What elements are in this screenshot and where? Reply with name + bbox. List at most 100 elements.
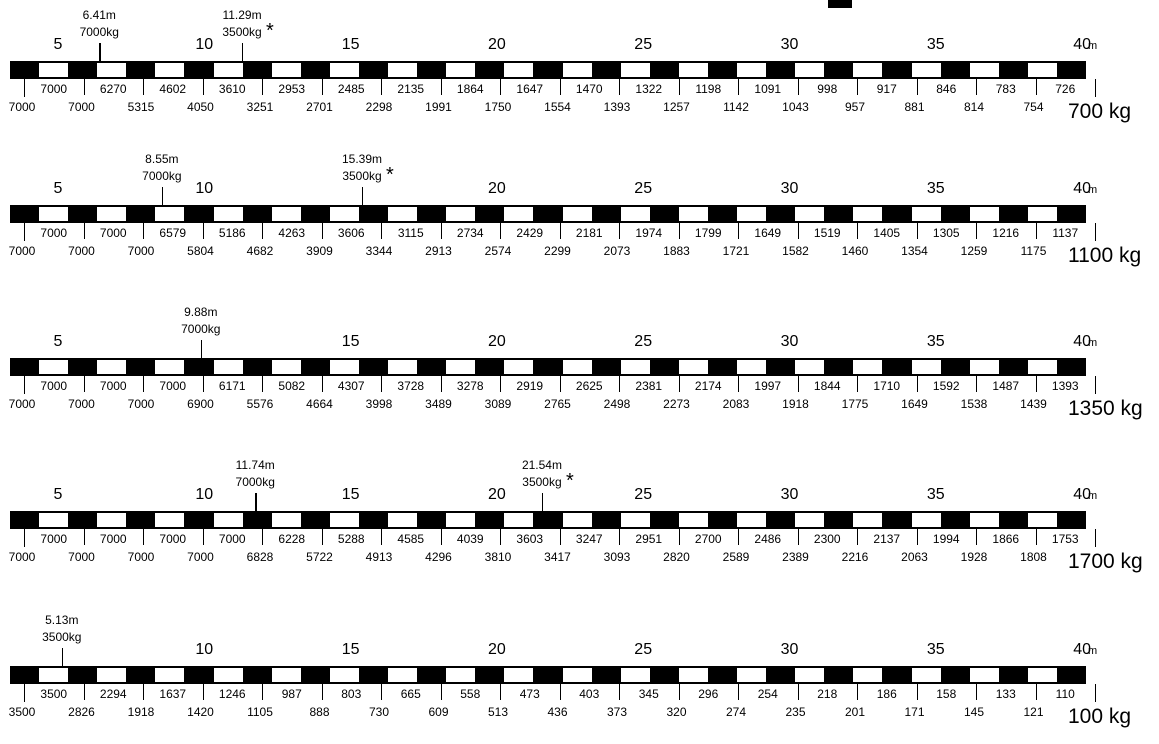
bar-segment — [853, 666, 883, 684]
bar-segment — [184, 511, 215, 529]
bar-segment — [68, 358, 98, 376]
bar-segment — [388, 666, 418, 684]
capacity-value-lower: 2826 — [68, 705, 95, 719]
callout-capacity: 7000kg — [79, 25, 119, 39]
capacity-value-upper: 3115 — [397, 226, 424, 240]
capacity-value-upper: 158 — [936, 687, 957, 701]
bar-segment — [126, 61, 156, 79]
bar-segment — [446, 511, 476, 529]
scale-tick — [1035, 376, 1037, 392]
bar-segment — [242, 358, 273, 376]
bar-segment — [97, 666, 127, 684]
capacity-value-upper: 2625 — [575, 379, 603, 393]
bar-segment — [155, 61, 185, 79]
bar-segment — [969, 666, 1000, 684]
bar-segment — [795, 511, 825, 529]
bar-segment — [649, 511, 680, 529]
scale-tick — [83, 684, 85, 700]
capacity-value-lower: 3251 — [246, 100, 274, 114]
capacity-value-lower: 609 — [428, 705, 449, 719]
scale-tick — [678, 684, 680, 700]
distance-label: 15 — [341, 333, 360, 350]
bar-segment — [504, 511, 534, 529]
scale-tick — [381, 79, 383, 95]
capacity-value-upper: 4039 — [456, 532, 484, 546]
capacity-value-lower: 2299 — [544, 244, 571, 258]
capacity-value-upper: 5288 — [337, 532, 365, 546]
scale-tick — [976, 79, 978, 95]
bar-segment — [126, 511, 156, 529]
callout-capacity: 3500kg — [522, 475, 562, 489]
bar-segment — [242, 666, 273, 684]
bar-segment — [737, 205, 767, 223]
unit-label: m — [1088, 184, 1098, 196]
bar-segment — [504, 205, 534, 223]
capacity-value-upper: 2181 — [575, 226, 603, 240]
scale-tick — [797, 79, 799, 95]
scale-tick — [678, 79, 680, 95]
distance-label: 25 — [634, 36, 653, 53]
scale-tick — [381, 223, 383, 239]
bar-segment — [707, 511, 738, 529]
capacity-value-upper: 1470 — [575, 82, 603, 96]
scale-tick — [1035, 529, 1037, 545]
scale-tick — [857, 223, 859, 239]
bar-segment — [678, 511, 709, 529]
bar-segment — [998, 511, 1029, 529]
bar-segment — [39, 205, 69, 223]
capacity-value-upper: 1637 — [159, 687, 187, 701]
capacity-value-lower: 1043 — [782, 100, 809, 114]
distance-label: 10 — [195, 641, 214, 658]
bar-segment — [911, 61, 942, 79]
bar-segment — [940, 358, 971, 376]
capacity-value-upper: 6228 — [278, 532, 306, 546]
scale-tick — [202, 376, 204, 392]
capacity-value-lower: 4050 — [187, 100, 214, 114]
capacity-value-lower: 7000 — [127, 244, 155, 258]
capacity-value-lower: 1105 — [247, 705, 273, 719]
capacity-value-upper: 2135 — [397, 82, 425, 96]
scale-tick — [83, 529, 85, 545]
scale-tick — [678, 529, 680, 545]
bar-segment — [533, 205, 564, 223]
capacity-value-lower: 3417 — [544, 550, 571, 564]
bar-segment — [591, 358, 622, 376]
bar-segment — [126, 666, 156, 684]
capacity-value-upper: 1799 — [694, 226, 722, 240]
bar-segment — [184, 358, 215, 376]
bar-segment — [766, 358, 796, 376]
capacity-value-upper: 7000 — [99, 226, 127, 240]
scale-tick — [916, 223, 918, 239]
scale-tick — [381, 376, 383, 392]
scale-tick — [202, 684, 204, 700]
bar-segment — [155, 666, 185, 684]
capacity-value-lower: 7000 — [68, 550, 95, 564]
bar-segment — [882, 511, 912, 529]
bar-segment — [562, 511, 593, 529]
callout-distance: 21.54m — [521, 458, 562, 472]
capacity-value-lower: 5804 — [187, 244, 214, 258]
bar-segment — [533, 61, 564, 79]
bar-segment — [68, 511, 98, 529]
scale-tick — [797, 223, 799, 239]
bar-segment — [39, 61, 69, 79]
bar-segment — [998, 666, 1029, 684]
scale-tick — [738, 376, 740, 392]
bar-segment — [620, 511, 651, 529]
capacity-value-upper: 803 — [341, 687, 362, 701]
asterisk-mark: * — [386, 164, 394, 186]
bar-segment — [213, 511, 244, 529]
scale-tick — [976, 376, 978, 392]
capacity-value-upper: 2381 — [635, 379, 663, 393]
capacity-value-lower: 2063 — [901, 550, 928, 564]
bar-segment — [358, 666, 389, 684]
capacity-value-upper: 3606 — [337, 226, 365, 240]
capacity-value-upper: 846 — [936, 82, 957, 96]
capacity-value-lower: 3909 — [306, 244, 333, 258]
bar-segment — [533, 358, 564, 376]
bar-segment — [242, 61, 273, 79]
bar-segment — [678, 358, 709, 376]
capacity-value-lower: 3093 — [603, 550, 631, 564]
capacity-value-upper: 1710 — [873, 379, 901, 393]
scale-tick — [916, 79, 918, 95]
